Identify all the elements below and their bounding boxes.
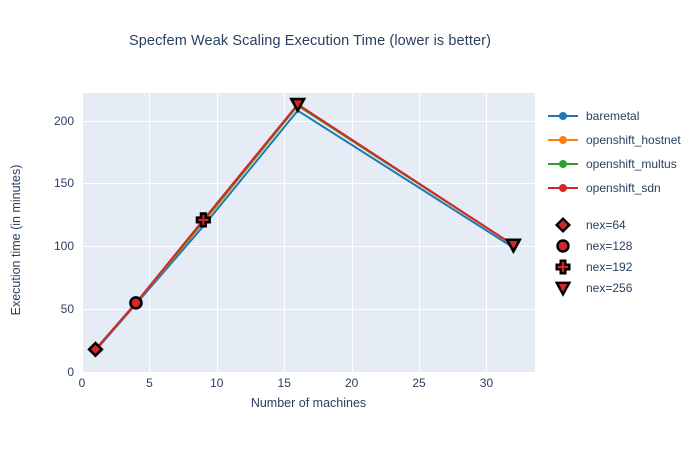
legend-item-openshift_hostnet[interactable]: openshift_hostnet bbox=[548, 128, 698, 152]
legend-label: nex=256 bbox=[586, 280, 633, 295]
legend-line-swatch bbox=[548, 133, 578, 147]
gridline-vertical bbox=[486, 93, 488, 372]
series-line bbox=[94, 109, 515, 352]
legend-series-group: baremetal openshift_hostnet openshift_mult… bbox=[548, 104, 698, 200]
chart-title: Specfem Weak Scaling Execution Time (low… bbox=[128, 33, 492, 49]
gridline-horizontal bbox=[82, 246, 535, 248]
legend-line-swatch bbox=[548, 109, 578, 123]
x-tick-label: 5 bbox=[146, 376, 153, 390]
series-line bbox=[94, 104, 515, 351]
legend-item-nex-64[interactable]: nex=64 bbox=[548, 214, 698, 235]
data-point-marker bbox=[87, 341, 104, 358]
y-tick-label: 200 bbox=[53, 113, 74, 128]
x-tick-label: 20 bbox=[344, 376, 359, 390]
data-point-marker bbox=[195, 212, 211, 228]
legend-item-nex-192[interactable]: nex=192 bbox=[548, 256, 698, 277]
y-tick-label: 150 bbox=[53, 176, 74, 191]
legend-label: openshift_sdn bbox=[586, 181, 661, 195]
gridline-horizontal bbox=[82, 309, 535, 311]
gridline-vertical bbox=[351, 93, 353, 372]
y-axis-label: Execution time (in minutes) bbox=[9, 164, 23, 316]
legend-label: baremetal bbox=[586, 109, 640, 123]
data-lines-and-markers bbox=[87, 97, 522, 358]
legend-item-nex-256[interactable]: nex=256 bbox=[548, 277, 698, 298]
legend-label: openshift_hostnet bbox=[586, 133, 681, 147]
circle-marker-icon bbox=[548, 237, 578, 255]
data-point-marker bbox=[129, 296, 143, 310]
x-tick-label: 0 bbox=[78, 376, 86, 390]
legend-line-swatch bbox=[548, 181, 578, 195]
data-point-marker bbox=[504, 238, 522, 255]
gridline-horizontal bbox=[82, 183, 535, 185]
legend-item-openshift_multus[interactable]: openshift_multus bbox=[548, 152, 698, 176]
legend-item-baremetal[interactable]: baremetal bbox=[548, 104, 698, 128]
series-line bbox=[94, 103, 515, 351]
legend-line-swatch bbox=[548, 157, 578, 171]
gridline-horizontal bbox=[82, 372, 535, 373]
x-tick-label: 10 bbox=[210, 376, 224, 390]
x-tick-label: 30 bbox=[479, 376, 494, 390]
legend-label: nex=192 bbox=[586, 259, 633, 274]
cross-marker-icon bbox=[548, 258, 578, 276]
legend-label: nex=128 bbox=[586, 238, 633, 253]
legend-marker-group: nex=64 nex=128 nex=192 nex=256 bbox=[548, 214, 698, 298]
gridline-vertical bbox=[82, 93, 83, 372]
x-axis-label: Number of machines bbox=[250, 396, 367, 410]
diamond-marker-icon bbox=[548, 216, 578, 234]
triangle-down-marker-icon bbox=[548, 279, 578, 297]
gridline-vertical bbox=[419, 93, 421, 372]
gridline-horizontal bbox=[82, 120, 535, 122]
y-axis-tick-labels: 0 50 100 150 200 bbox=[0, 0, 82, 450]
legend-item-nex-128[interactable]: nex=128 bbox=[548, 235, 698, 256]
series-line bbox=[94, 104, 515, 351]
data-point-marker bbox=[289, 97, 307, 114]
x-tick-label: 15 bbox=[277, 376, 291, 390]
y-tick-label: 50 bbox=[60, 302, 74, 317]
plot-area bbox=[82, 93, 535, 373]
legend-label: openshift_multus bbox=[586, 157, 677, 171]
gridline-vertical bbox=[149, 93, 151, 372]
legend-label: nex=64 bbox=[586, 217, 626, 232]
chart-legend: baremetal openshift_hostnet openshift_mult… bbox=[548, 104, 698, 298]
x-tick-label: 25 bbox=[412, 376, 426, 390]
gridline-vertical bbox=[284, 93, 286, 372]
y-tick-label: 100 bbox=[53, 239, 74, 254]
y-tick-label: 0 bbox=[67, 365, 74, 379]
gridline-vertical bbox=[216, 93, 218, 372]
legend-item-openshift_sdn[interactable]: openshift_sdn bbox=[548, 176, 698, 200]
